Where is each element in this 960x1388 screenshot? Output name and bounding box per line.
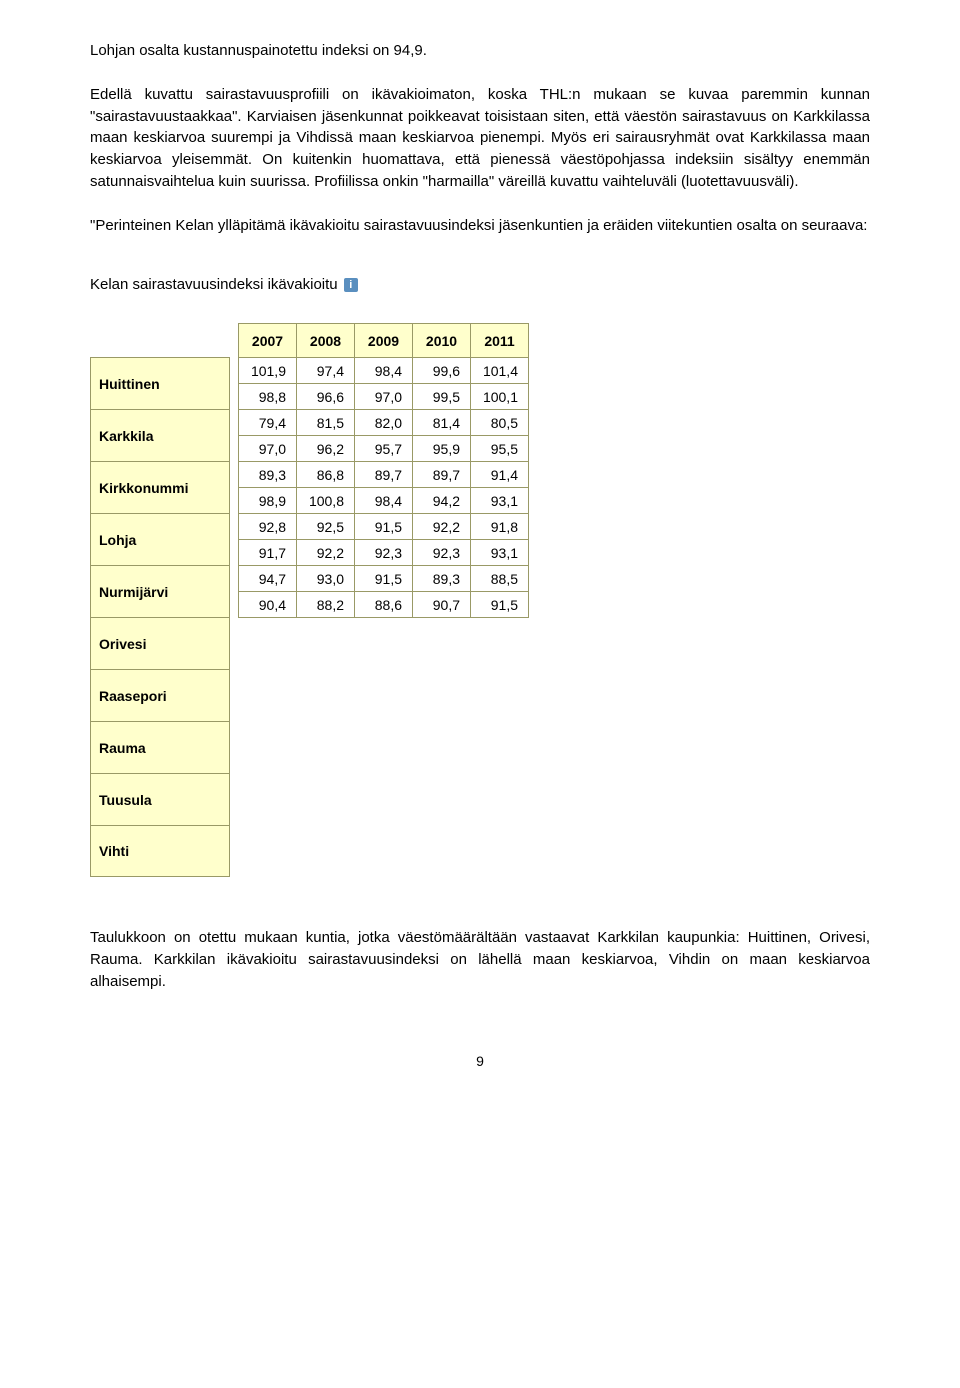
data-cell: 89,7 [355,462,413,488]
row-header: Raasepori [90,669,230,721]
data-cell: 91,5 [471,592,529,618]
data-cell: 82,0 [355,410,413,436]
data-cell: 91,7 [239,540,297,566]
table-body: 101,997,498,499,6101,498,896,697,099,510… [239,358,529,618]
data-cell: 93,1 [471,488,529,514]
data-cell: 97,4 [297,358,355,384]
row-header: Karkkila [90,409,230,461]
year-header: 2008 [297,324,355,358]
data-cell: 88,5 [471,566,529,592]
data-cell: 94,7 [239,566,297,592]
data-cell: 92,2 [297,540,355,566]
table-row: 97,096,295,795,995,5 [239,436,529,462]
header-row: 20072008200920102011 [239,324,529,358]
data-cell: 98,4 [355,488,413,514]
data-cell: 90,7 [413,592,471,618]
data-cell: 89,7 [413,462,471,488]
data-cell: 96,6 [297,384,355,410]
page-number: 9 [90,1053,870,1069]
table-row: 89,386,889,789,791,4 [239,462,529,488]
data-cell: 86,8 [297,462,355,488]
row-header: Kirkkonummi [90,461,230,513]
row-header: Huittinen [90,357,230,409]
data-cell: 100,1 [471,384,529,410]
table-row: 101,997,498,499,6101,4 [239,358,529,384]
data-cell: 91,5 [355,566,413,592]
table-container: HuittinenKarkkilaKirkkonummiLohjaNurmijä… [90,323,870,877]
data-cell: 99,5 [413,384,471,410]
data-cell: 95,9 [413,436,471,462]
table-title-row: Kelan sairastavuusindeksi ikävakioitu i [90,276,870,293]
data-cell: 81,5 [297,410,355,436]
year-header: 2010 [413,324,471,358]
row-header: Orivesi [90,617,230,669]
data-cell: 80,5 [471,410,529,436]
data-cell: 89,3 [413,566,471,592]
data-cell: 79,4 [239,410,297,436]
row-header: Rauma [90,721,230,773]
data-cell: 93,0 [297,566,355,592]
data-cell: 93,1 [471,540,529,566]
data-cell: 98,4 [355,358,413,384]
row-header: Tuusula [90,773,230,825]
data-cell: 88,2 [297,592,355,618]
data-cell: 91,5 [355,514,413,540]
row-headers-column: HuittinenKarkkilaKirkkonummiLohjaNurmijä… [90,357,230,877]
table-row: 98,9100,898,494,293,1 [239,488,529,514]
data-cell: 95,7 [355,436,413,462]
data-cell: 91,8 [471,514,529,540]
data-cell: 99,6 [413,358,471,384]
data-cell: 97,0 [239,436,297,462]
data-cell: 101,4 [471,358,529,384]
year-header: 2007 [239,324,297,358]
data-cell: 100,8 [297,488,355,514]
data-cell: 97,0 [355,384,413,410]
table-row: 79,481,582,081,480,5 [239,410,529,436]
data-cell: 92,5 [297,514,355,540]
data-cell: 81,4 [413,410,471,436]
data-cell: 92,8 [239,514,297,540]
table-row: 91,792,292,392,393,1 [239,540,529,566]
table-row: 94,793,091,589,388,5 [239,566,529,592]
data-cell: 95,5 [471,436,529,462]
data-cell: 96,2 [297,436,355,462]
paragraph-4: Taulukkoon on otettu mukaan kuntia, jotk… [90,927,870,992]
data-cell: 92,3 [413,540,471,566]
data-cell: 98,9 [239,488,297,514]
data-cell: 94,2 [413,488,471,514]
year-header: 2009 [355,324,413,358]
data-table: 20072008200920102011 101,997,498,499,610… [238,323,529,618]
info-icon[interactable]: i [344,278,358,292]
data-cell: 92,2 [413,514,471,540]
paragraph-2: Edellä kuvattu sairastavuusprofiili on i… [90,84,870,193]
table-row: 90,488,288,690,791,5 [239,592,529,618]
data-cell: 88,6 [355,592,413,618]
data-cell: 91,4 [471,462,529,488]
table-title: Kelan sairastavuusindeksi ikävakioitu [90,276,338,293]
data-cell: 89,3 [239,462,297,488]
table-row: 98,896,697,099,5100,1 [239,384,529,410]
year-header: 2011 [471,324,529,358]
data-cell: 98,8 [239,384,297,410]
data-table-wrap: 20072008200920102011 101,997,498,499,610… [238,323,529,618]
data-cell: 101,9 [239,358,297,384]
data-cell: 90,4 [239,592,297,618]
table-row: 92,892,591,592,291,8 [239,514,529,540]
paragraph-1: Lohjan osalta kustannuspainotettu indeks… [90,40,870,62]
paragraph-3: "Perinteinen Kelan ylläpitämä ikävakioit… [90,215,870,237]
data-cell: 92,3 [355,540,413,566]
row-header: Nurmijärvi [90,565,230,617]
row-header: Vihti [90,825,230,877]
row-header: Lohja [90,513,230,565]
